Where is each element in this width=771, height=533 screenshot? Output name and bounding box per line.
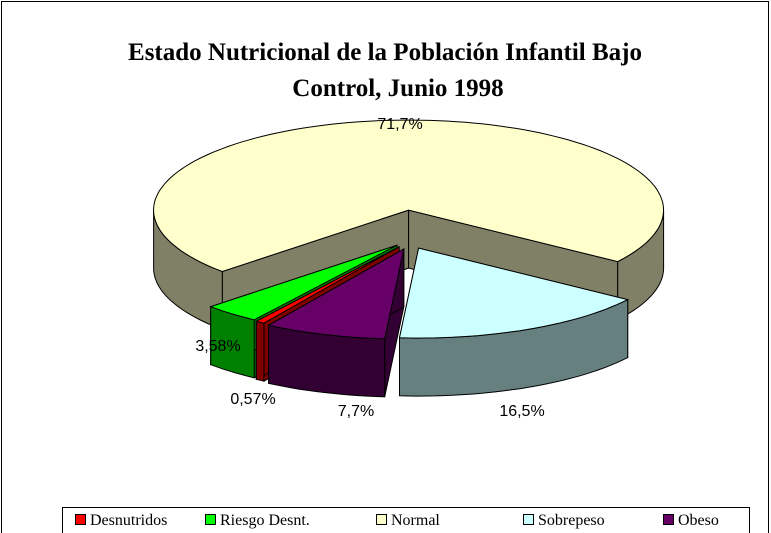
- slice-top: [209, 244, 398, 321]
- data-label: 71,7%: [377, 116, 422, 133]
- legend-label: Sobrepeso: [538, 512, 605, 529]
- slice-top: [153, 119, 664, 273]
- data-label: 3,58%: [195, 338, 240, 355]
- legend-box: [62, 507, 750, 533]
- pie-slice: [267, 248, 405, 398]
- chart-title: Control, Junio 1998: [292, 75, 503, 102]
- slice-top: [254, 246, 400, 324]
- data-label: 16,5%: [499, 403, 544, 420]
- legend-swatch: [663, 514, 674, 525]
- data-label: 7,7%: [338, 403, 374, 420]
- chart-title: Estado Nutricional de la Población Infan…: [128, 39, 642, 66]
- data-label: 0,57%: [230, 391, 275, 408]
- legend-label: Normal: [391, 512, 440, 529]
- legend-label: Desnutridos: [90, 512, 167, 529]
- slice-top: [267, 248, 405, 340]
- pie-slice: [398, 247, 630, 397]
- legend-swatch: [376, 514, 387, 525]
- legend-swatch: [75, 514, 86, 525]
- legend-label: Riesgo Desnt.: [220, 512, 310, 529]
- legend-swatch: [205, 514, 216, 525]
- slice-side: [255, 320, 265, 382]
- slice-top: [398, 247, 630, 339]
- pie-slice: [153, 119, 665, 331]
- legend-label: Obeso: [678, 512, 719, 529]
- legend-swatch: [523, 514, 534, 525]
